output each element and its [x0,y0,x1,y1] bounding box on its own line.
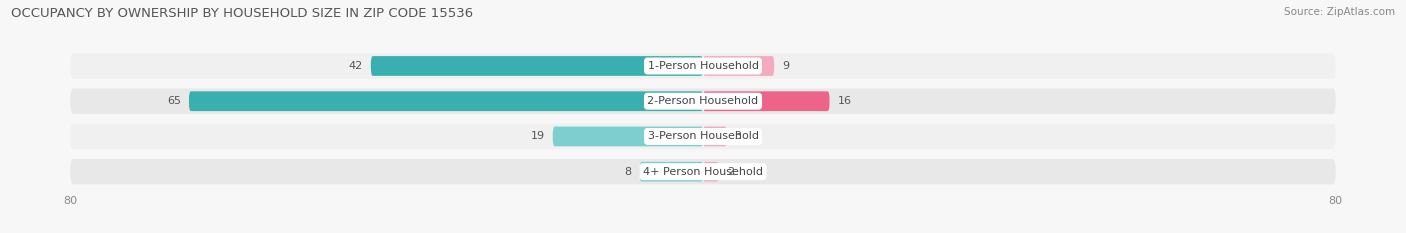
FancyBboxPatch shape [371,56,703,76]
Text: 9: 9 [782,61,789,71]
Text: 16: 16 [838,96,852,106]
Text: 3-Person Household: 3-Person Household [648,131,758,141]
Text: 42: 42 [349,61,363,71]
Text: 1-Person Household: 1-Person Household [648,61,758,71]
FancyBboxPatch shape [70,89,1336,114]
Text: 2: 2 [727,167,734,177]
Text: OCCUPANCY BY OWNERSHIP BY HOUSEHOLD SIZE IN ZIP CODE 15536: OCCUPANCY BY OWNERSHIP BY HOUSEHOLD SIZE… [11,7,474,20]
FancyBboxPatch shape [70,53,1336,79]
Text: 65: 65 [167,96,181,106]
FancyBboxPatch shape [70,159,1336,184]
Text: 2-Person Household: 2-Person Household [647,96,759,106]
FancyBboxPatch shape [703,91,830,111]
FancyBboxPatch shape [703,56,775,76]
Text: 19: 19 [530,131,546,141]
Text: Source: ZipAtlas.com: Source: ZipAtlas.com [1284,7,1395,17]
FancyBboxPatch shape [703,127,727,146]
FancyBboxPatch shape [703,162,718,182]
FancyBboxPatch shape [188,91,703,111]
Text: 3: 3 [734,131,741,141]
FancyBboxPatch shape [640,162,703,182]
Text: 8: 8 [624,167,631,177]
FancyBboxPatch shape [553,127,703,146]
Text: 4+ Person Household: 4+ Person Household [643,167,763,177]
FancyBboxPatch shape [70,124,1336,149]
